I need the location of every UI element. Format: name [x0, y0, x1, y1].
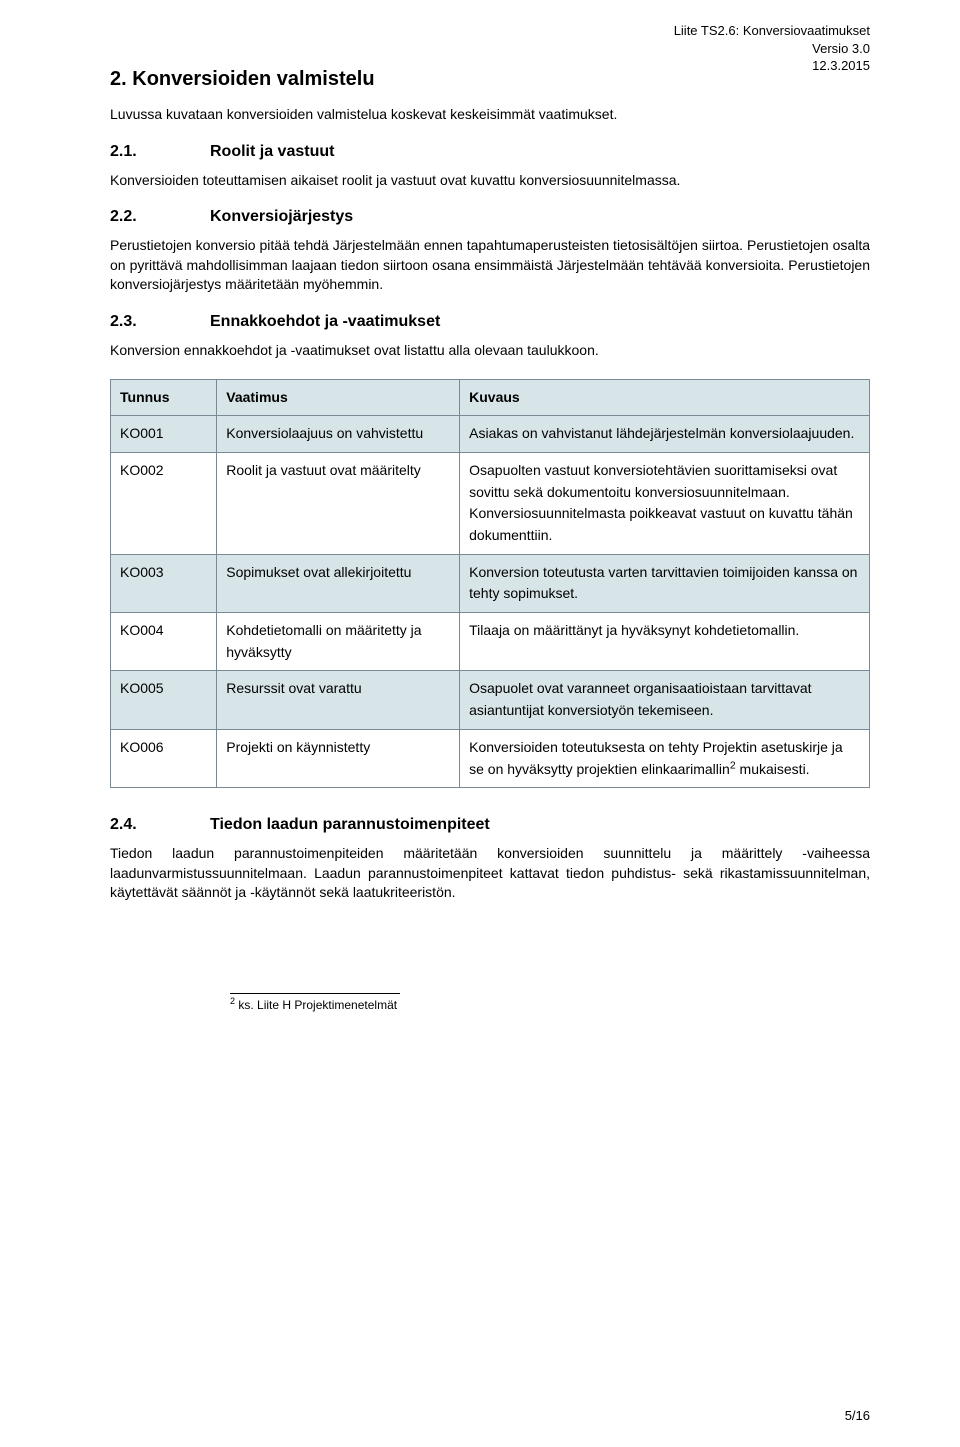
- cell-vaatimus: Projekti on käynnistetty: [217, 729, 460, 787]
- subsection-2-1-body: Konversioiden toteuttamisen aikaiset roo…: [110, 171, 870, 191]
- subsection-2-4-body: Tiedon laadun parannustoimenpiteiden mää…: [110, 844, 870, 903]
- cell-kuvaus: Asiakas on vahvistanut lähdejärjestelmän…: [460, 416, 870, 453]
- header-date: 12.3.2015: [674, 57, 870, 75]
- cell-vaatimus: Roolit ja vastuut ovat määritelty: [217, 452, 460, 554]
- table-row: KO005Resurssit ovat varattuOsapuolet ova…: [111, 671, 870, 729]
- subsection-number: 2.1.: [110, 143, 210, 161]
- subsection-2-3-heading: 2.3.Ennakkoehdot ja -vaatimukset: [110, 313, 870, 331]
- table-header-row: Tunnus Vaatimus Kuvaus: [111, 379, 870, 416]
- cell-tunnus: KO004: [111, 613, 217, 671]
- document-header: Liite TS2.6: Konversiovaatimukset Versio…: [674, 22, 870, 75]
- footnote-content: ks. Liite H Projektimenetelmät: [235, 998, 397, 1012]
- page: Liite TS2.6: Konversiovaatimukset Versio…: [0, 0, 960, 1447]
- col-vaatimus: Vaatimus: [217, 379, 460, 416]
- cell-kuvaus: Konversion toteutusta varten tarvittavie…: [460, 554, 870, 612]
- table-row: KO002Roolit ja vastuut ovat määriteltyOs…: [111, 452, 870, 554]
- subsection-title: Konversiojärjestys: [210, 208, 353, 225]
- section-title: Konversioiden valmistelu: [132, 68, 374, 90]
- table-row: KO003Sopimukset ovat allekirjoitettuKonv…: [111, 554, 870, 612]
- cell-kuvaus: Konversioiden toteutuksesta on tehty Pro…: [460, 729, 870, 787]
- col-tunnus: Tunnus: [111, 379, 217, 416]
- subsection-title: Ennakkoehdot ja -vaatimukset: [210, 313, 440, 330]
- requirements-table: Tunnus Vaatimus Kuvaus KO001Konversiolaa…: [110, 379, 870, 789]
- cell-tunnus: KO006: [111, 729, 217, 787]
- col-kuvaus: Kuvaus: [460, 379, 870, 416]
- cell-tunnus: KO005: [111, 671, 217, 729]
- table-row: KO004Kohdetietomalli on määritetty ja hy…: [111, 613, 870, 671]
- cell-tunnus: KO003: [111, 554, 217, 612]
- footnote-rule: [230, 993, 400, 994]
- cell-tunnus: KO001: [111, 416, 217, 453]
- subsection-title: Tiedon laadun parannustoimenpiteet: [210, 816, 490, 833]
- header-title: Liite TS2.6: Konversiovaatimukset: [674, 22, 870, 40]
- subsection-2-2-heading: 2.2.Konversiojärjestys: [110, 208, 870, 226]
- footnote-text: 2 ks. Liite H Projektimenetelmät: [230, 998, 560, 1012]
- subsection-2-4-heading: 2.4.Tiedon laadun parannustoimenpiteet: [110, 816, 870, 834]
- subsection-title: Roolit ja vastuut: [210, 143, 334, 160]
- table-row: KO001Konversiolaajuus on vahvistettuAsia…: [111, 416, 870, 453]
- section-number: 2.: [110, 68, 127, 90]
- section-2-intro: Luvussa kuvataan konversioiden valmistel…: [110, 105, 870, 125]
- cell-kuvaus: Osapuolet ovat varanneet organisaatioist…: [460, 671, 870, 729]
- cell-vaatimus: Kohdetietomalli on määritetty ja hyväksy…: [217, 613, 460, 671]
- cell-kuvaus: Osapuolten vastuut konversiotehtävien su…: [460, 452, 870, 554]
- subsection-2-2-body: Perustietojen konversio pitää tehdä Järj…: [110, 236, 870, 295]
- subsection-2-1-heading: 2.1.Roolit ja vastuut: [110, 143, 870, 161]
- subsection-number: 2.4.: [110, 816, 210, 834]
- cell-kuvaus-text: mukaisesti.: [736, 761, 810, 777]
- cell-vaatimus: Konversiolaajuus on vahvistettu: [217, 416, 460, 453]
- cell-kuvaus: Tilaaja on määrittänyt ja hyväksynyt koh…: [460, 613, 870, 671]
- cell-vaatimus: Sopimukset ovat allekirjoitettu: [217, 554, 460, 612]
- subsection-number: 2.3.: [110, 313, 210, 331]
- subsection-number: 2.2.: [110, 208, 210, 226]
- footnote-block: 2 ks. Liite H Projektimenetelmät: [230, 993, 560, 1012]
- subsection-2-3-body: Konversion ennakkoehdot ja -vaatimukset …: [110, 341, 870, 361]
- cell-vaatimus: Resurssit ovat varattu: [217, 671, 460, 729]
- page-number: 5/16: [845, 1408, 870, 1423]
- header-version: Versio 3.0: [674, 40, 870, 58]
- cell-tunnus: KO002: [111, 452, 217, 554]
- table-row: KO006Projekti on käynnistettyKonversioid…: [111, 729, 870, 787]
